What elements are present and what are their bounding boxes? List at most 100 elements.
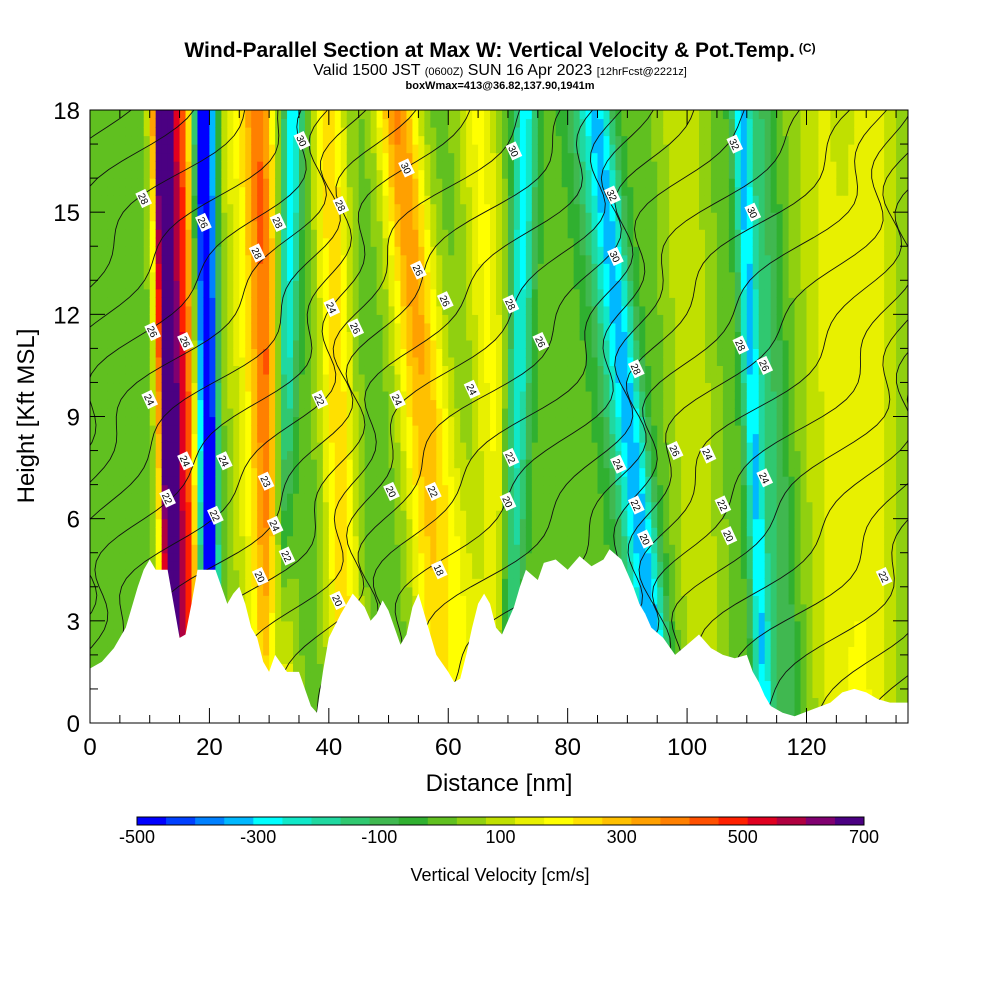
velocity-cell [185, 305, 193, 315]
velocity-cell [436, 586, 443, 596]
velocity-cell [95, 212, 103, 222]
velocity-cell [310, 578, 318, 588]
velocity-cell [334, 399, 342, 409]
velocity-cell [173, 271, 181, 281]
velocity-cell [101, 578, 109, 588]
velocity-cell [233, 552, 240, 562]
velocity-cell [340, 297, 348, 307]
velocity-cell [125, 578, 133, 588]
velocity-cell [167, 476, 175, 486]
velocity-cell [490, 152, 497, 162]
velocity-cell [334, 501, 342, 511]
velocity-cell [287, 373, 294, 384]
velocity-cell [149, 459, 157, 469]
velocity-cell [209, 169, 216, 179]
velocity-cell [173, 407, 181, 418]
velocity-cell [298, 373, 306, 384]
velocity-cell [95, 331, 103, 341]
velocity-cell [436, 552, 443, 562]
velocity-cell [322, 484, 330, 494]
velocity-cell [167, 152, 175, 162]
velocity-cell [460, 552, 467, 562]
velocity-cell [90, 254, 97, 264]
velocity-cell [448, 450, 455, 460]
velocity-cell [328, 493, 336, 503]
velocity-cell [496, 322, 503, 332]
velocity-cell [131, 314, 139, 324]
velocity-cell [400, 467, 408, 477]
velocity-cell [328, 552, 336, 562]
velocity-cell [406, 561, 414, 571]
velocity-cell [185, 442, 193, 452]
velocity-cell [412, 144, 419, 154]
velocity-cell [388, 254, 396, 264]
velocity-cell [448, 425, 455, 435]
velocity-cell [191, 110, 199, 120]
velocity-cell [149, 544, 157, 554]
velocity-cell [293, 365, 300, 375]
velocity-cell [143, 416, 151, 426]
velocity-cell [221, 161, 228, 171]
velocity-cell [143, 382, 151, 392]
velocity-cell [197, 433, 205, 443]
velocity-cell [334, 535, 342, 545]
velocity-cell [478, 501, 485, 511]
velocity-cell [310, 663, 318, 673]
velocity-cell [310, 271, 318, 281]
velocity-cell [412, 544, 419, 554]
velocity-cell [263, 586, 270, 596]
velocity-cell [281, 169, 288, 179]
velocity-cell [400, 518, 408, 528]
velocity-cell [484, 220, 491, 230]
velocity-cell [436, 195, 443, 205]
velocity-cell [167, 280, 175, 290]
velocity-cell [364, 322, 372, 332]
velocity-cell [233, 501, 240, 511]
velocity-cell [275, 229, 282, 239]
velocity-cell [472, 450, 479, 460]
velocity-cell [251, 501, 258, 511]
velocity-cell [382, 212, 390, 222]
velocity-cell [257, 407, 264, 418]
velocity-cell [161, 450, 169, 460]
velocity-cell [209, 339, 216, 349]
velocity-cell [484, 237, 491, 247]
velocity-cell [269, 442, 276, 452]
velocity-cell [125, 135, 133, 145]
velocity-cell [287, 118, 294, 128]
velocity-cell [496, 442, 503, 452]
velocity-cell [143, 459, 151, 469]
velocity-cell [322, 535, 330, 545]
velocity-cell [418, 425, 425, 435]
velocity-cell [119, 254, 127, 264]
velocity-cell [484, 356, 491, 367]
velocity-cell [376, 425, 384, 435]
velocity-cell [340, 127, 348, 137]
velocity-cell [293, 127, 300, 137]
velocity-cell [263, 399, 270, 409]
velocity-cell [179, 254, 187, 264]
velocity-cell [304, 373, 312, 384]
velocity-cell [472, 365, 479, 375]
velocity-cell [179, 535, 187, 545]
velocity-cell [191, 390, 199, 401]
velocity-cell [179, 552, 187, 562]
velocity-cell [436, 127, 443, 137]
velocity-cell [346, 493, 354, 503]
velocity-cell [376, 450, 384, 460]
velocity-cell [376, 535, 384, 545]
velocity-cell [334, 254, 342, 264]
velocity-cell [352, 305, 360, 315]
velocity-cell [340, 169, 348, 179]
velocity-cell [125, 433, 133, 443]
velocity-cell [215, 348, 222, 358]
velocity-cell [304, 518, 312, 528]
velocity-cell [352, 390, 360, 401]
velocity-cell [316, 493, 324, 503]
velocity-cell [316, 476, 324, 486]
velocity-cell [328, 237, 336, 247]
velocity-cell [442, 501, 449, 511]
velocity-cell [394, 535, 402, 545]
velocity-cell [388, 595, 396, 605]
velocity-cell [281, 467, 288, 477]
